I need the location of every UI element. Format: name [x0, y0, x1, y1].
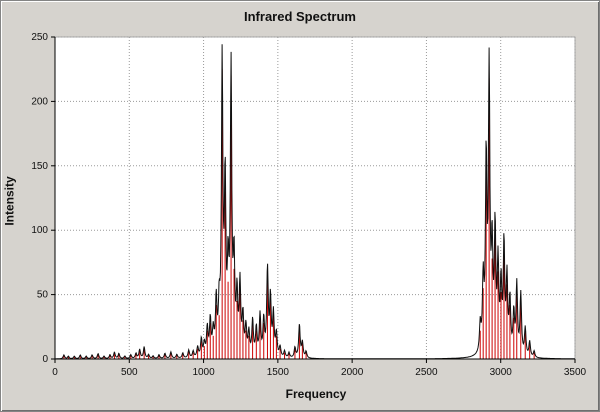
- x-tick-label: 2500: [415, 367, 438, 378]
- x-tick-label: 3000: [490, 367, 513, 378]
- x-tick-label: 500: [121, 367, 138, 378]
- x-tick-label: 3500: [564, 367, 587, 378]
- plot-svg: 0 500 1000 1500 2000 2500 3000 3500 0 50 100 150 200…: [31, 32, 587, 378]
- y-axis-title-text: Intensity: [3, 176, 17, 226]
- x-tick-label: 1000: [192, 367, 215, 378]
- y-tick-label: 100: [31, 225, 48, 236]
- chart-title: Infrared Spectrum: [244, 9, 356, 24]
- envelope-path: [55, 44, 575, 360]
- x-axis-title: Frequency: [285, 387, 347, 401]
- y-tick-label: 200: [31, 96, 48, 107]
- y-tick-label: 250: [31, 32, 48, 43]
- y-tick-label: 150: [31, 161, 48, 172]
- y-tick-label: 0: [42, 354, 48, 365]
- x-tick-label: 1500: [267, 367, 290, 378]
- x-tick-label: 2000: [341, 367, 364, 378]
- plot-background: [54, 36, 576, 360]
- y-axis-title: Intensity: [1, 111, 19, 291]
- y-tick-label: 50: [37, 290, 49, 301]
- x-tick-label: 0: [52, 367, 58, 378]
